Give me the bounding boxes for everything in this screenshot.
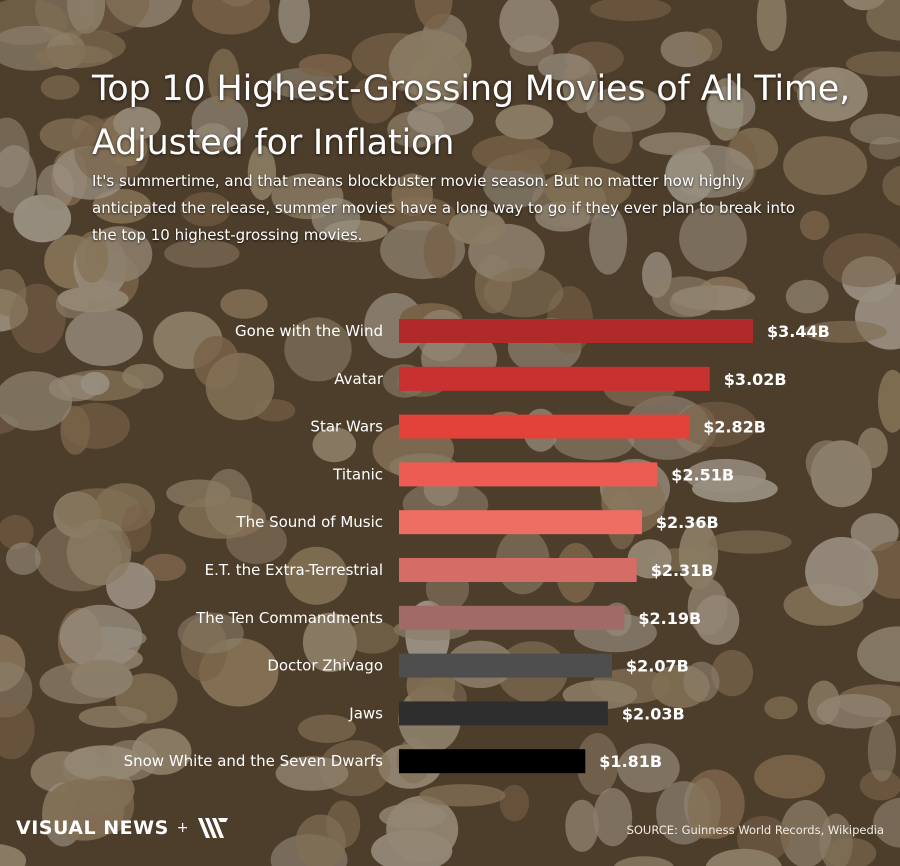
category-label: Jaws <box>348 704 383 722</box>
data-label: $2.51B <box>671 465 734 484</box>
category-label: The Ten Commandments <box>195 609 383 627</box>
chart-title: Top 10 Highest-Grossing Movies of All Ti… <box>92 69 851 163</box>
plus-sign: + <box>176 820 189 836</box>
bar[interactable] <box>399 605 625 630</box>
source-note: SOURCE: Guinness World Records, Wikipedi… <box>626 823 884 837</box>
category-label: The Sound of Music <box>235 513 383 531</box>
data-label: $2.19B <box>638 609 701 628</box>
bar[interactable] <box>399 319 753 343</box>
bar[interactable] <box>399 510 642 535</box>
bar[interactable] <box>399 558 637 582</box>
data-label: $2.03B <box>622 704 685 723</box>
bar[interactable] <box>399 366 710 391</box>
partner-logo-icon <box>198 818 229 838</box>
bar-chart: Gone with the Wind $3.44B Avatar $3.02B Star… <box>124 319 830 774</box>
category-label: Doctor Zhivago <box>267 657 383 675</box>
category-label: Titanic <box>332 465 383 483</box>
data-label: $2.07B <box>626 657 689 676</box>
data-label: $1.81B <box>599 752 662 771</box>
category-label: Gone with the Wind <box>235 322 383 340</box>
category-label: Snow White and the Seven Dwarfs <box>124 752 384 770</box>
bar[interactable] <box>399 414 690 439</box>
data-label: $3.44B <box>767 322 830 341</box>
data-label: $2.31B <box>651 561 714 580</box>
category-label: E.T. the Extra-Terrestrial <box>205 561 383 579</box>
data-label: $3.02B <box>724 370 787 389</box>
bar[interactable] <box>399 701 608 726</box>
chart-subtitle: It's summertime, and that means blockbus… <box>92 172 796 244</box>
visual-news-logo[interactable]: VISUAL NEWS + <box>16 814 230 842</box>
bar[interactable] <box>399 462 658 487</box>
bar[interactable] <box>399 749 586 774</box>
data-label: $2.36B <box>656 513 719 532</box>
category-label: Avatar <box>334 370 384 388</box>
category-label: Star Wars <box>310 418 383 436</box>
data-label: $2.82B <box>703 418 766 437</box>
brand-name: VISUAL NEWS <box>16 817 169 839</box>
bar[interactable] <box>399 653 612 678</box>
